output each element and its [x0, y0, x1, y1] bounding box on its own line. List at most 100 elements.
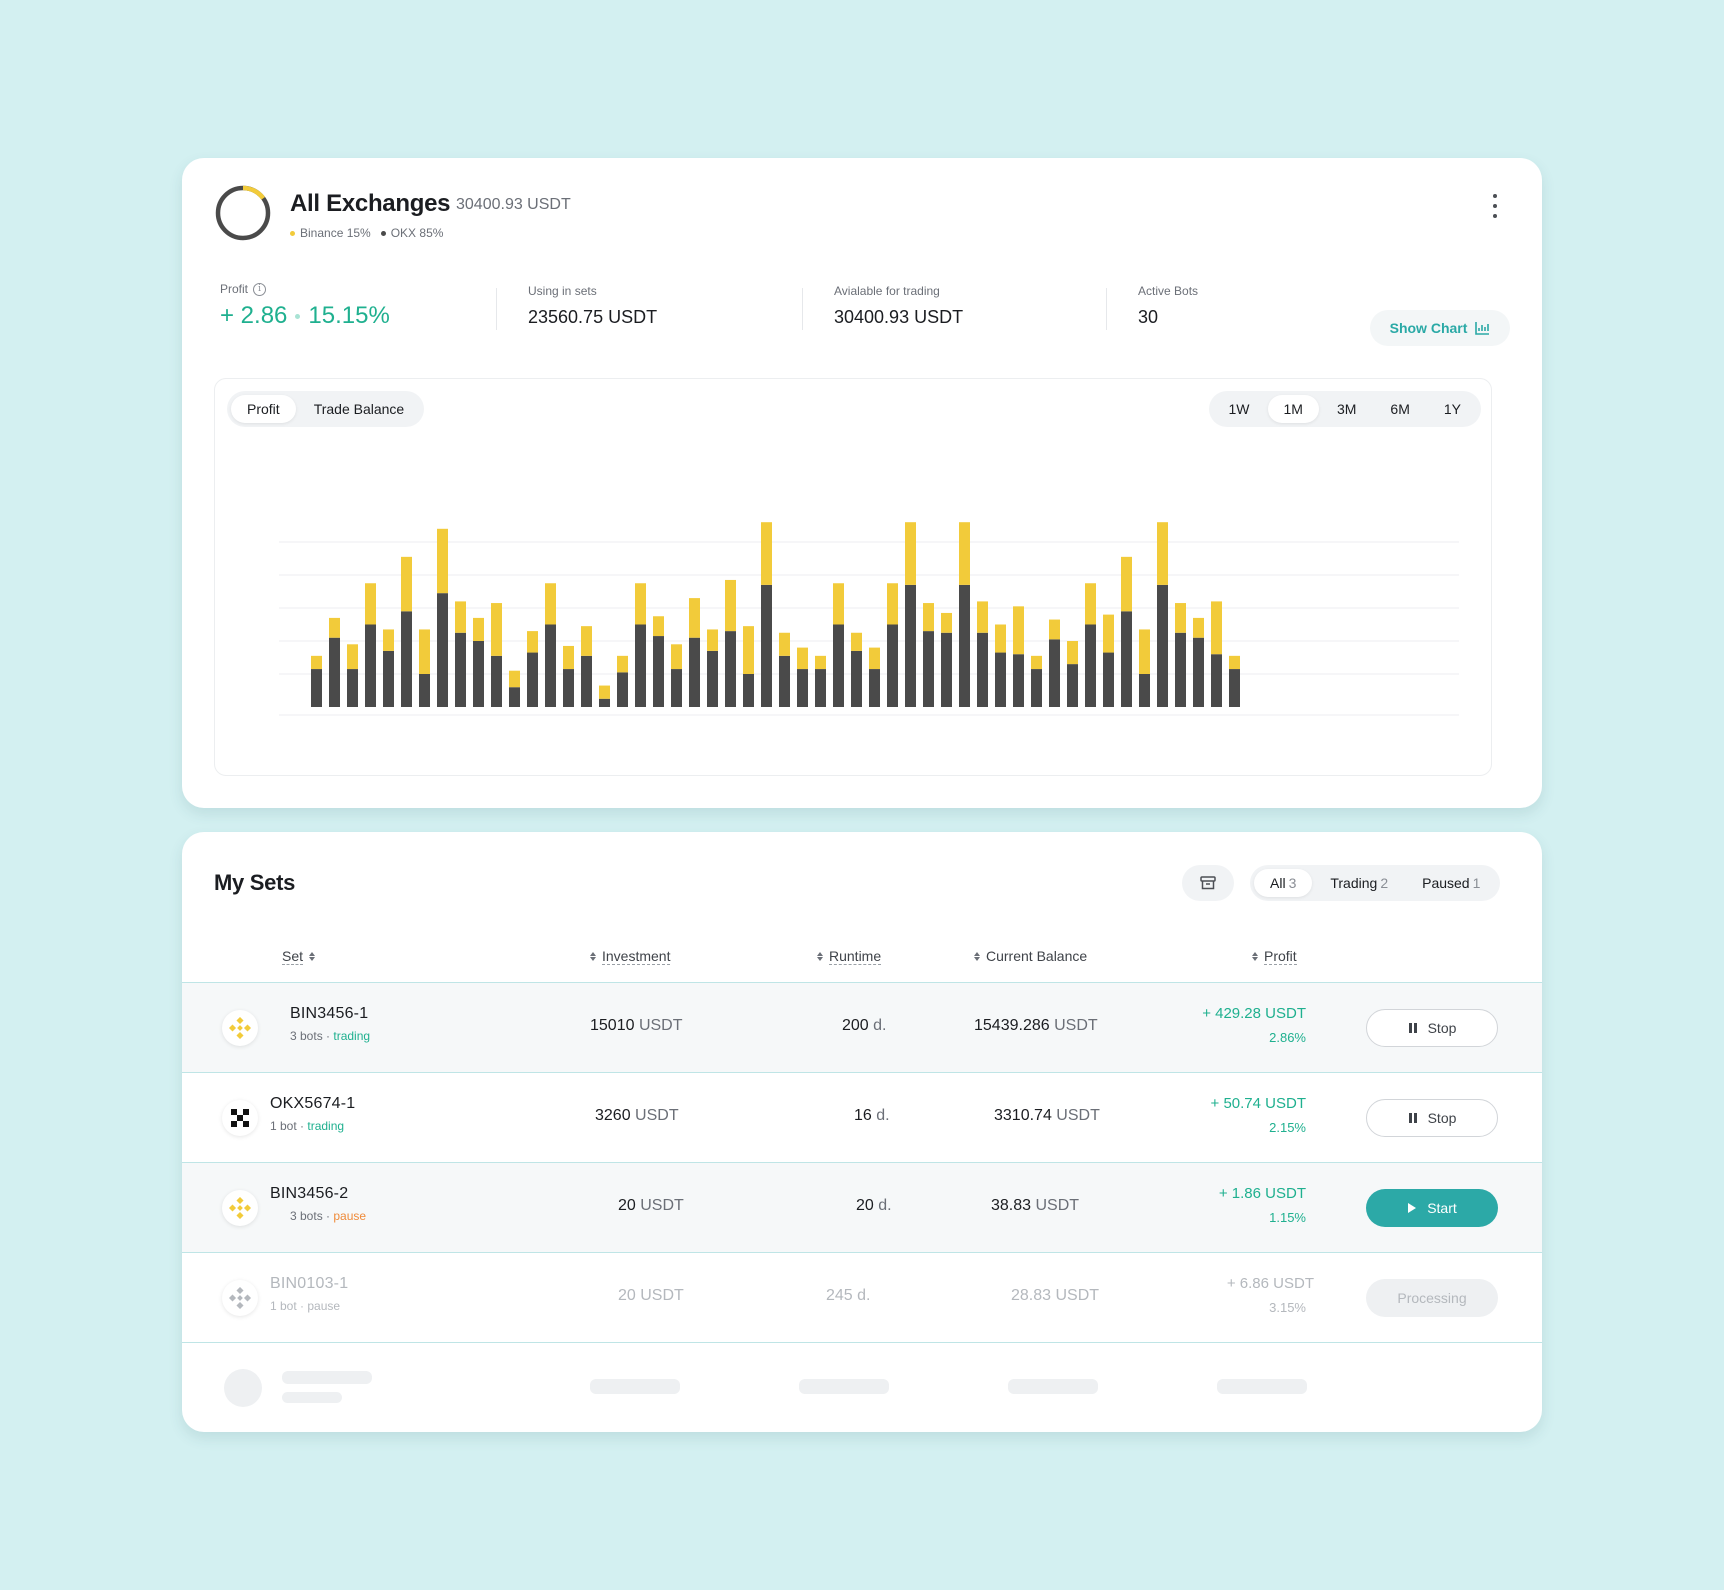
bar-binance[interactable]: [311, 655, 322, 670]
bar-okx[interactable]: [1175, 632, 1186, 707]
range-6m[interactable]: 6M: [1390, 401, 1410, 417]
tab-profit[interactable]: Profit: [231, 395, 296, 423]
range-3m[interactable]: 3M: [1336, 401, 1357, 417]
bar-okx[interactable]: [455, 632, 466, 707]
table-row[interactable]: OKX5674-1 1 bot · trading 3260 USDT 16 d…: [182, 1072, 1542, 1162]
bar-okx[interactable]: [797, 669, 808, 707]
bar-okx[interactable]: [887, 624, 898, 708]
bar-okx[interactable]: [599, 698, 610, 707]
bar-binance[interactable]: [545, 583, 556, 625]
bar-okx[interactable]: [959, 584, 970, 707]
bar-okx[interactable]: [851, 650, 862, 707]
bar-binance[interactable]: [1121, 556, 1132, 612]
bar-okx[interactable]: [509, 687, 520, 707]
bar-okx[interactable]: [401, 611, 412, 707]
bar-okx[interactable]: [1193, 637, 1204, 707]
bar-binance[interactable]: [527, 631, 538, 653]
bar-binance[interactable]: [887, 583, 898, 625]
bar-binance[interactable]: [1067, 641, 1078, 665]
bar-okx[interactable]: [311, 669, 322, 707]
set-name[interactable]: OKX5674-1: [270, 1095, 356, 1112]
bar-okx[interactable]: [1229, 669, 1240, 707]
bar-binance[interactable]: [959, 522, 970, 585]
bar-okx[interactable]: [1013, 654, 1024, 707]
bar-binance[interactable]: [653, 616, 664, 637]
filter-paused[interactable]: Paused 1: [1406, 869, 1496, 897]
bar-binance[interactable]: [1103, 614, 1114, 653]
bar-okx[interactable]: [815, 669, 826, 707]
bar-binance[interactable]: [455, 601, 466, 633]
stop-button[interactable]: Stop: [1366, 1099, 1498, 1137]
bar-okx[interactable]: [1157, 584, 1168, 707]
set-name[interactable]: BIN3456-1: [290, 1005, 369, 1022]
bar-binance[interactable]: [1157, 522, 1168, 585]
archive-button[interactable]: [1182, 865, 1234, 901]
bar-binance[interactable]: [923, 603, 934, 632]
bar-okx[interactable]: [581, 655, 592, 707]
bar-binance[interactable]: [473, 617, 484, 641]
bar-binance[interactable]: [1013, 606, 1024, 655]
bar-binance[interactable]: [905, 522, 916, 585]
range-1w[interactable]: 1W: [1228, 401, 1250, 417]
bar-binance[interactable]: [599, 685, 610, 699]
bar-okx[interactable]: [869, 669, 880, 707]
column-investment[interactable]: Investment: [590, 948, 671, 965]
bar-binance[interactable]: [995, 624, 1006, 653]
bar-okx[interactable]: [923, 631, 934, 707]
bar-okx[interactable]: [527, 652, 538, 707]
bar-okx[interactable]: [761, 584, 772, 707]
bar-binance[interactable]: [725, 579, 736, 632]
stop-button[interactable]: Stop: [1366, 1009, 1498, 1047]
bar-binance[interactable]: [365, 583, 376, 625]
column-profit[interactable]: Profit: [1252, 948, 1297, 965]
bar-okx[interactable]: [689, 637, 700, 707]
bar-binance[interactable]: [797, 647, 808, 670]
bar-okx[interactable]: [635, 624, 646, 708]
bar-binance[interactable]: [509, 670, 520, 688]
bar-binance[interactable]: [977, 601, 988, 633]
bar-okx[interactable]: [545, 624, 556, 708]
column-set[interactable]: Set: [282, 948, 316, 965]
bar-okx[interactable]: [1031, 669, 1042, 707]
bar-binance[interactable]: [635, 583, 646, 625]
bar-okx[interactable]: [653, 636, 664, 707]
bar-binance[interactable]: [851, 632, 862, 651]
bar-okx[interactable]: [563, 669, 574, 707]
bar-okx[interactable]: [419, 674, 430, 707]
bar-binance[interactable]: [329, 617, 340, 638]
bar-binance[interactable]: [1211, 601, 1222, 655]
filter-all[interactable]: All 3: [1254, 869, 1313, 897]
bar-okx[interactable]: [995, 652, 1006, 707]
bar-okx[interactable]: [941, 632, 952, 707]
bar-binance[interactable]: [419, 629, 430, 674]
range-1m[interactable]: 1M: [1267, 395, 1319, 423]
bar-binance[interactable]: [617, 655, 628, 673]
set-name[interactable]: BIN0103-1: [270, 1275, 349, 1292]
column-runtime[interactable]: Runtime: [817, 948, 882, 965]
bar-okx[interactable]: [1085, 624, 1096, 708]
bar-binance[interactable]: [689, 598, 700, 638]
bar-okx[interactable]: [473, 641, 484, 707]
bar-binance[interactable]: [779, 632, 790, 656]
show-chart-button[interactable]: Show Chart: [1370, 310, 1510, 346]
bar-okx[interactable]: [977, 632, 988, 707]
bar-okx[interactable]: [707, 650, 718, 707]
bar-binance[interactable]: [869, 647, 880, 670]
bar-binance[interactable]: [761, 522, 772, 585]
bar-binance[interactable]: [491, 603, 502, 656]
bar-okx[interactable]: [1067, 664, 1078, 707]
bar-binance[interactable]: [1229, 655, 1240, 670]
bar-okx[interactable]: [437, 593, 448, 707]
table-row[interactable]: BIN3456-2 3 bots · pause 20 USDT 20 d. 3…: [182, 1162, 1542, 1252]
bar-binance[interactable]: [1049, 619, 1060, 640]
bar-binance[interactable]: [347, 644, 358, 670]
bar-binance[interactable]: [707, 629, 718, 651]
set-name[interactable]: BIN3456-2: [270, 1185, 349, 1202]
bar-okx[interactable]: [1121, 611, 1132, 707]
bar-binance[interactable]: [563, 645, 574, 670]
info-icon[interactable]: i: [253, 282, 267, 296]
bar-binance[interactable]: [743, 626, 754, 674]
bar-binance[interactable]: [1139, 629, 1150, 674]
bar-binance[interactable]: [1193, 617, 1204, 638]
bar-okx[interactable]: [1139, 674, 1150, 707]
